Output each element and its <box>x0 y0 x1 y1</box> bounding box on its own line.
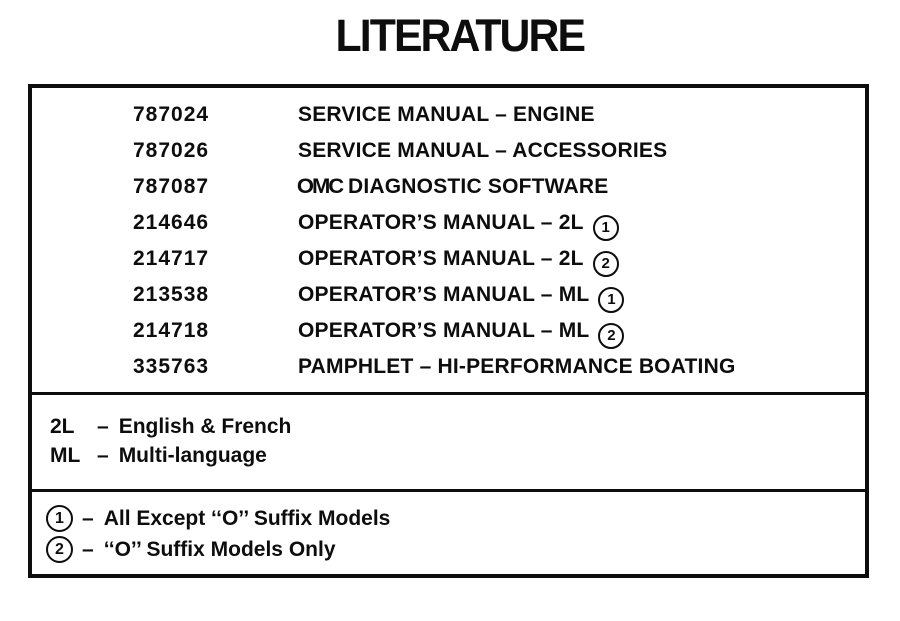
language-label: English & French <box>118 415 292 438</box>
page-title-text: LITERATURE <box>335 10 586 61</box>
footnote-line: 1– All Except ‘‘O’’ Suffix Models <box>46 503 865 534</box>
table-row: 787024 SERVICE MANUAL – ENGINE <box>32 97 865 133</box>
footnote-line: 2– ‘‘O’’ Suffix Models Only <box>46 534 865 565</box>
dash: – <box>82 537 94 561</box>
part-number: 214718 <box>133 319 210 342</box>
item-description: SERVICE MANUAL – ENGINE <box>298 103 595 126</box>
table-row: 214718 OPERATOR’S MANUAL – ML 2 <box>32 313 865 349</box>
page-title: LITERATURE <box>0 12 900 60</box>
language-legend-section: 2L – English & French ML – Multi-language <box>32 395 865 492</box>
item-description: DIAGNOSTIC SOFTWARE <box>348 175 609 198</box>
dash: – <box>97 415 109 438</box>
item-description: OPERATOR’S MANUAL – ML <box>298 283 590 306</box>
footnote-label: ‘‘O’’ Suffix Models Only <box>103 537 336 561</box>
part-number: 787026 <box>133 139 210 162</box>
table-row: 214717 OPERATOR’S MANUAL – 2L 2 <box>32 241 865 277</box>
item-description: OPERATOR’S MANUAL – 2L <box>298 211 584 234</box>
circled-number-badge: 1 <box>598 286 625 313</box>
part-number: 787024 <box>133 103 210 126</box>
item-description: SERVICE MANUAL – ACCESSORIES <box>298 139 668 162</box>
circled-number-badge: 2 <box>598 322 625 349</box>
part-number: 214717 <box>133 247 210 270</box>
table-row: 335763 PAMPHLET – HI-PERFORMANCE BOATING <box>32 349 865 385</box>
circled-number-badge: 2 <box>592 250 619 277</box>
dash: – <box>97 444 109 467</box>
part-number: 787087 <box>133 175 210 198</box>
literature-table: 787024 SERVICE MANUAL – ENGINE 787026 SERV… <box>28 84 869 578</box>
dash: – <box>82 506 94 530</box>
part-number: 213538 <box>133 283 210 306</box>
part-number: 214646 <box>133 211 210 234</box>
item-description: PAMPHLET – HI-PERFORMANCE BOATING <box>298 355 736 378</box>
table-row: 213538 OPERATOR’S MANUAL – ML 1 <box>32 277 865 313</box>
footnote-label: All Except ‘‘O’’ Suffix Models <box>103 506 391 530</box>
language-label: Multi-language <box>118 444 267 467</box>
footnote-legend-section: 1– All Except ‘‘O’’ Suffix Models 2– ‘‘O’’… <box>32 492 865 571</box>
omc-logo: OMC <box>296 175 344 198</box>
parts-list-section: 787024 SERVICE MANUAL – ENGINE 787026 SERV… <box>32 88 865 395</box>
legend-line: ML – Multi-language <box>50 441 865 470</box>
table-row: 787026 SERVICE MANUAL – ACCESSORIES <box>32 133 865 169</box>
part-number: 335763 <box>133 355 210 378</box>
language-code: ML <box>50 444 81 467</box>
table-row: 214646 OPERATOR’S MANUAL – 2L 1 <box>32 205 865 241</box>
circled-number-badge: 1 <box>46 505 73 532</box>
item-description: OPERATOR’S MANUAL – ML <box>298 319 590 342</box>
circled-number-badge: 2 <box>46 536 73 563</box>
table-row: 787087 OMC DIAGNOSTIC SOFTWARE <box>32 169 865 205</box>
circled-number-badge: 1 <box>592 214 619 241</box>
legend-line: 2L – English & French <box>50 412 865 441</box>
language-code: 2L <box>50 415 75 438</box>
item-description: OPERATOR’S MANUAL – 2L <box>298 247 584 270</box>
